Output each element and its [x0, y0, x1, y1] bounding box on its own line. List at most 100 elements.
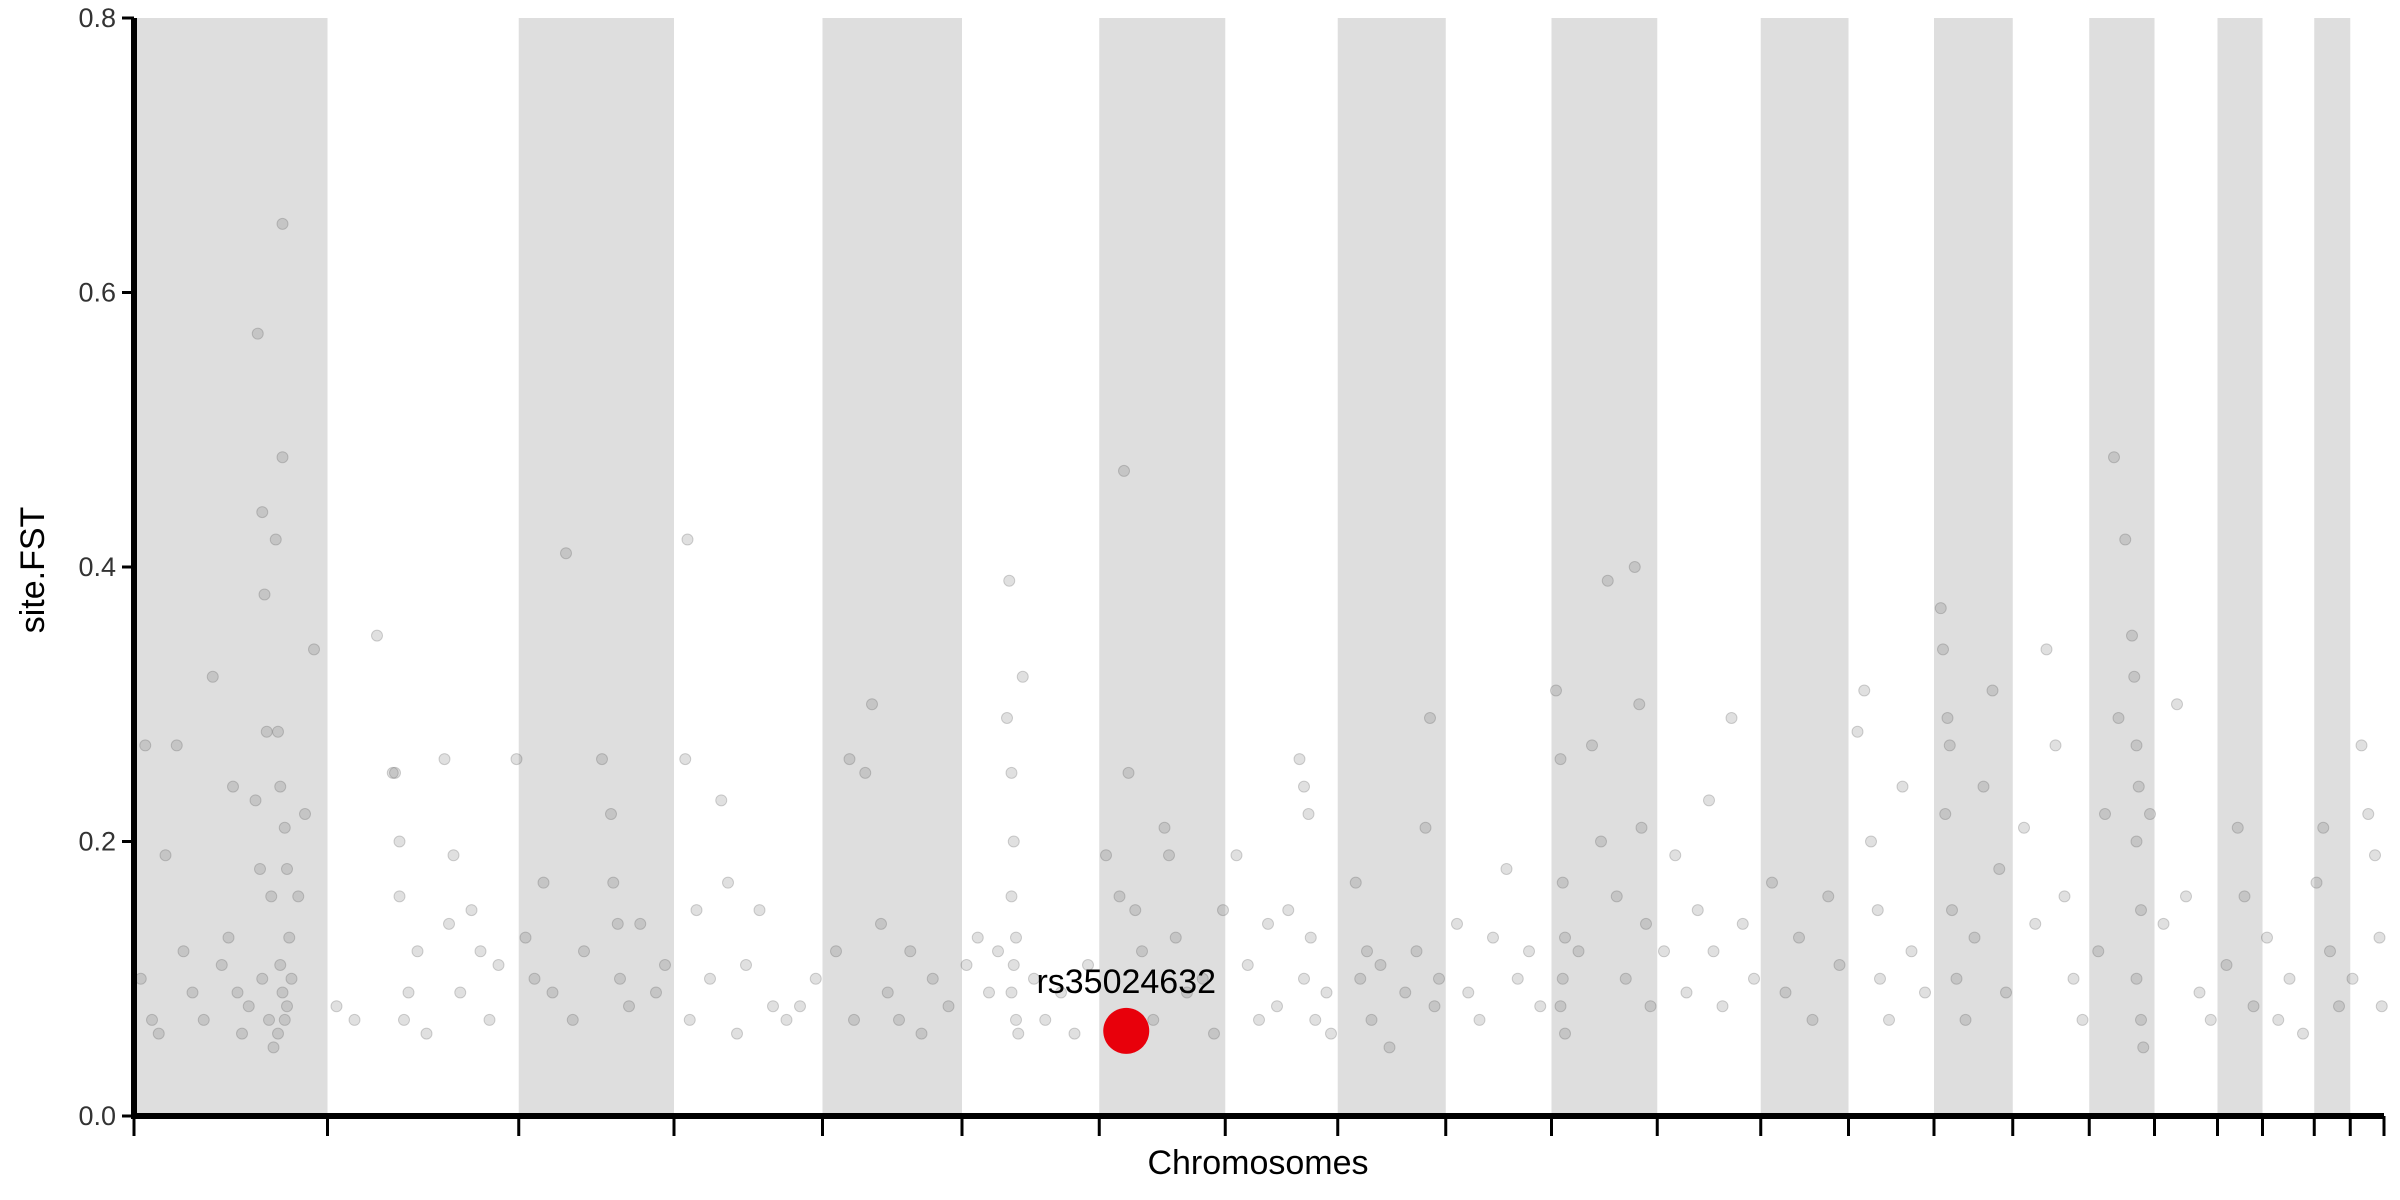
snp-point	[1896, 780, 1909, 793]
snp-point	[1487, 931, 1499, 944]
snp-point	[1208, 1027, 1220, 1040]
snp-point	[659, 959, 671, 972]
snp-point	[420, 1027, 433, 1040]
snp-point	[1282, 904, 1295, 917]
snp-point	[2220, 959, 2233, 972]
highlighted-snp-label: rs35024632	[1036, 963, 1216, 1001]
snp-point	[2324, 945, 2336, 958]
snp-point	[780, 1013, 793, 1026]
snp-point	[992, 945, 1004, 958]
snp-point	[2108, 451, 2120, 464]
snp-point	[614, 972, 626, 985]
snp-point	[152, 1027, 165, 1040]
snp-point	[1230, 849, 1243, 862]
snp-point	[2261, 931, 2273, 944]
snp-point	[411, 945, 424, 958]
snp-point	[634, 917, 647, 930]
snp-point	[1640, 917, 1652, 930]
snp-point	[875, 917, 887, 930]
snp-point	[1943, 739, 1956, 752]
snp-point	[715, 794, 728, 807]
snp-point	[2355, 739, 2368, 752]
snp-point	[1320, 986, 1333, 999]
snp-point	[2297, 1027, 2309, 1040]
snp-point	[393, 890, 406, 903]
snp-point	[281, 1000, 293, 1013]
snp-point	[2112, 711, 2125, 724]
chromosome-band-9	[1337, 18, 1446, 1116]
snp-point	[2144, 808, 2156, 821]
chromosome-band-5	[822, 18, 962, 1116]
snp-point	[1302, 808, 1315, 821]
snp-point	[492, 959, 505, 972]
snp-point	[1977, 780, 1990, 793]
snp-point	[1217, 904, 1229, 917]
snp-point	[1703, 794, 1715, 807]
snp-point	[794, 1000, 806, 1013]
snp-point	[843, 753, 856, 766]
snp-point	[1433, 972, 1445, 985]
snp-point	[2373, 931, 2386, 944]
snp-point	[1707, 945, 1720, 958]
snp-point	[159, 849, 172, 862]
snp-point	[256, 972, 269, 985]
snp-point	[1946, 904, 1958, 917]
snp-point	[510, 753, 523, 766]
snp-point	[1007, 959, 1020, 972]
snp-point	[1806, 1013, 1819, 1026]
snp-point	[2333, 1000, 2345, 1013]
snp-point	[267, 1041, 280, 1054]
axes: 0.0 0.2 0.4 0.6 0.8	[78, 3, 2386, 1136]
snp-point	[1556, 876, 1569, 889]
x-axis-title: Chromosomes	[1147, 1144, 1368, 1182]
snp-point	[1601, 574, 1614, 587]
snp-point	[1298, 780, 1310, 793]
y-axis-title: site.FST	[14, 507, 52, 634]
snp-point	[1939, 808, 1952, 821]
y-tick-label: 0.4	[78, 552, 116, 582]
snp-point	[566, 1013, 579, 1026]
snp-point	[596, 753, 608, 766]
snp-point	[1028, 972, 1040, 985]
chromosome-bands	[134, 18, 2351, 1116]
snp-point	[866, 698, 878, 711]
snp-point	[1122, 766, 1135, 779]
snp-point	[2076, 1013, 2089, 1026]
snp-point	[186, 986, 199, 999]
snp-point	[1905, 945, 1918, 958]
snp-point	[679, 753, 692, 766]
snp-point	[276, 451, 289, 464]
snp-point	[1005, 890, 1018, 903]
chromosome-band-19	[2217, 18, 2263, 1116]
snp-point	[2092, 945, 2105, 958]
snp-point	[2040, 643, 2053, 656]
snp-point	[206, 670, 219, 683]
snp-points	[134, 217, 2388, 1054]
snp-point	[623, 1000, 635, 1013]
snp-point	[1833, 959, 1846, 972]
snp-point	[1937, 643, 1949, 656]
snp-point	[2362, 808, 2375, 821]
snp-point	[281, 862, 293, 875]
snp-point	[1691, 904, 1704, 917]
snp-point	[2049, 739, 2062, 752]
snp-point	[269, 533, 282, 546]
highlighted-snp: rs35024632	[1036, 963, 1216, 1054]
snp-point	[1262, 917, 1274, 930]
snp-point	[308, 643, 320, 656]
snp-point	[1100, 849, 1112, 862]
snp-point	[227, 780, 239, 793]
snp-point	[236, 1027, 248, 1040]
snp-point	[859, 766, 872, 779]
snp-point	[1858, 684, 1871, 697]
snp-point	[722, 876, 734, 889]
snp-point	[1271, 1000, 1283, 1013]
snp-point	[2067, 972, 2080, 985]
snp-point	[767, 1000, 779, 1013]
snp-point	[605, 808, 617, 821]
snp-point	[276, 217, 289, 230]
snp-point	[1610, 890, 1623, 903]
snp-point	[1365, 1013, 1378, 1026]
snp-point	[546, 986, 559, 999]
